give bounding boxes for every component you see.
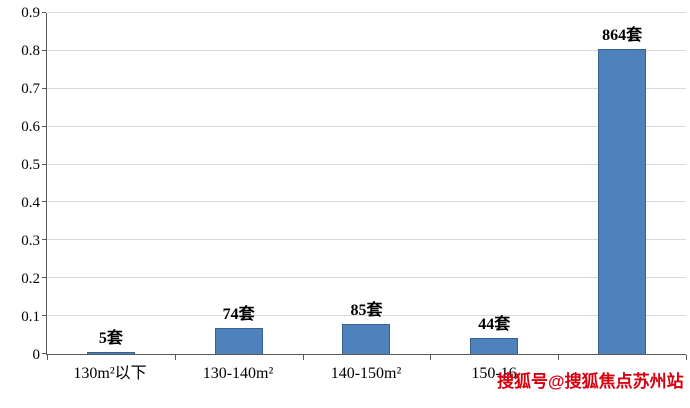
y-axis-tick	[42, 12, 46, 13]
y-axis: 0 0.1 0.2 0.3 0.4 0.5 0.6 0.7 0.8 0.9	[0, 5, 40, 363]
y-axis-tick-label: 0.2	[21, 271, 40, 288]
bar	[470, 338, 519, 354]
x-axis: 130m²以下 130-140m² 140-150m² 150-16	[46, 362, 686, 386]
bar-value-label: 44套	[478, 316, 511, 334]
y-axis-tick-label: 0.5	[21, 157, 40, 173]
y-axis-tick-label: 0.6	[21, 119, 40, 136]
category-slot: 864套	[558, 13, 686, 354]
bar	[342, 324, 391, 354]
x-axis-tick	[302, 355, 304, 360]
bar	[86, 352, 135, 354]
y-axis-tick	[42, 49, 46, 51]
x-category-label: 150-16	[471, 365, 517, 382]
category-slot: 5套	[47, 13, 175, 354]
x-axis-tick	[47, 355, 48, 360]
y-axis-tick-label: 0.3	[21, 233, 40, 250]
gridline	[47, 49, 686, 51]
category-slot: 44套	[430, 13, 558, 354]
gridline	[47, 163, 686, 165]
bar-value-label: 85套	[350, 302, 383, 320]
y-axis-tick-label: 0.4	[21, 195, 40, 212]
y-axis-tick	[42, 239, 46, 241]
x-category-label: 130m²以下	[73, 365, 147, 382]
x-axis-tick	[558, 355, 560, 360]
x-category-label: 130-140m²	[202, 365, 274, 382]
y-axis-tick	[42, 163, 46, 165]
y-axis-tick	[42, 87, 46, 89]
gridline	[47, 315, 686, 317]
gridline	[47, 87, 686, 89]
watermark-text: 搜狐号@搜狐焦点苏州站	[497, 372, 684, 391]
y-axis-tick	[42, 353, 46, 354]
category-slot: 74套	[175, 13, 303, 354]
x-axis-tick	[686, 355, 687, 360]
y-axis-tick	[42, 315, 46, 317]
gridline	[47, 201, 686, 203]
y-axis-tick-label: 0.1	[21, 309, 40, 326]
y-axis-tick	[42, 201, 46, 203]
x-axis-tick	[174, 355, 176, 360]
category-slot: 85套	[303, 13, 431, 354]
y-axis-tick-label: 0.8	[21, 43, 40, 60]
bar	[598, 48, 647, 354]
gridline	[47, 12, 686, 13]
y-axis-tick-label: 0	[32, 347, 41, 363]
gridline	[47, 277, 686, 279]
plot-area: 5套 74套 85套 44套 864套	[42, 12, 687, 360]
bar	[214, 327, 263, 354]
x-category-label: 140-150m²	[330, 365, 402, 382]
gridline	[47, 125, 686, 127]
y-axis-tick-label: 0.9	[21, 5, 40, 21]
bar-value-label: 864套	[602, 26, 643, 44]
bar-value-label: 5套	[98, 330, 123, 348]
x-axis-tick	[430, 355, 432, 360]
y-axis-tick-label: 0.7	[21, 81, 40, 97]
gridline	[47, 239, 686, 241]
y-axis-tick	[42, 125, 46, 127]
bar-value-label: 74套	[222, 305, 255, 323]
y-axis-tick	[42, 277, 46, 279]
